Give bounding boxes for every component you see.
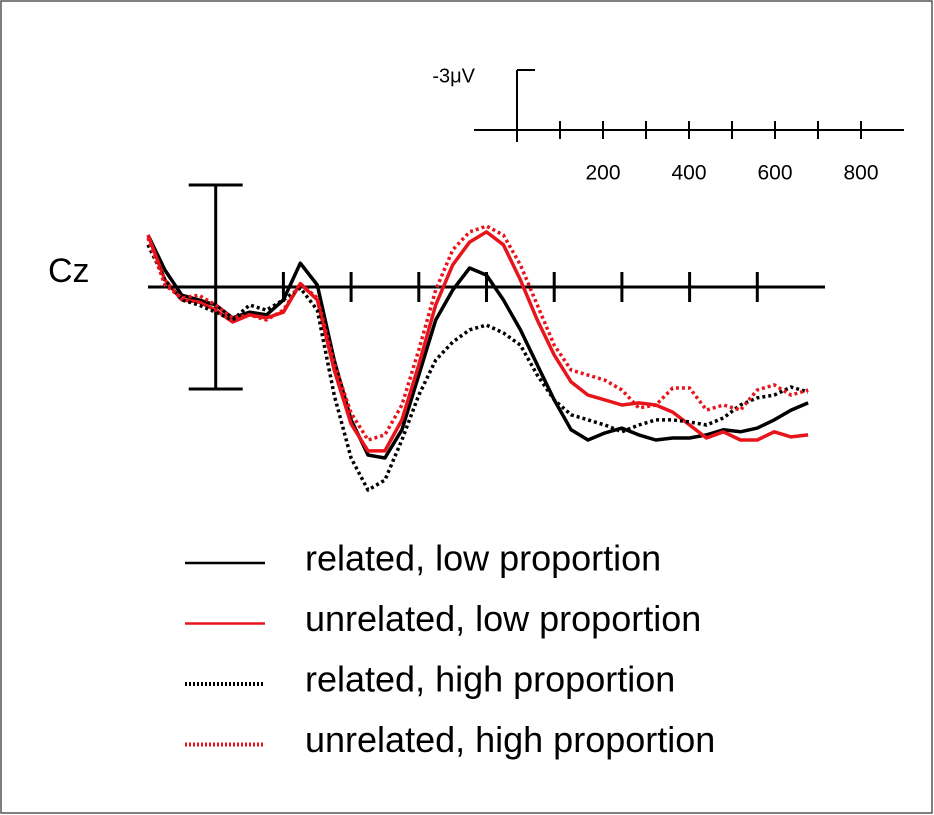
legend-label: related, high proportion [305, 659, 675, 700]
legend-label: related, low proportion [305, 538, 661, 579]
series-line [146, 230, 809, 453]
scale-tick-label: 200 [585, 162, 620, 185]
legend-label: unrelated, low proportion [305, 598, 701, 639]
series-line [146, 244, 809, 492]
channel-label: Cz [48, 252, 90, 290]
scale-tick-label: 400 [671, 162, 706, 185]
scale-label: -3μV [432, 65, 475, 87]
scale-tick-label: 600 [757, 162, 792, 185]
series-line [146, 234, 809, 460]
series-line [146, 224, 809, 442]
scale-tick-label: 800 [843, 162, 878, 185]
legend-label: unrelated, high proportion [305, 719, 715, 760]
